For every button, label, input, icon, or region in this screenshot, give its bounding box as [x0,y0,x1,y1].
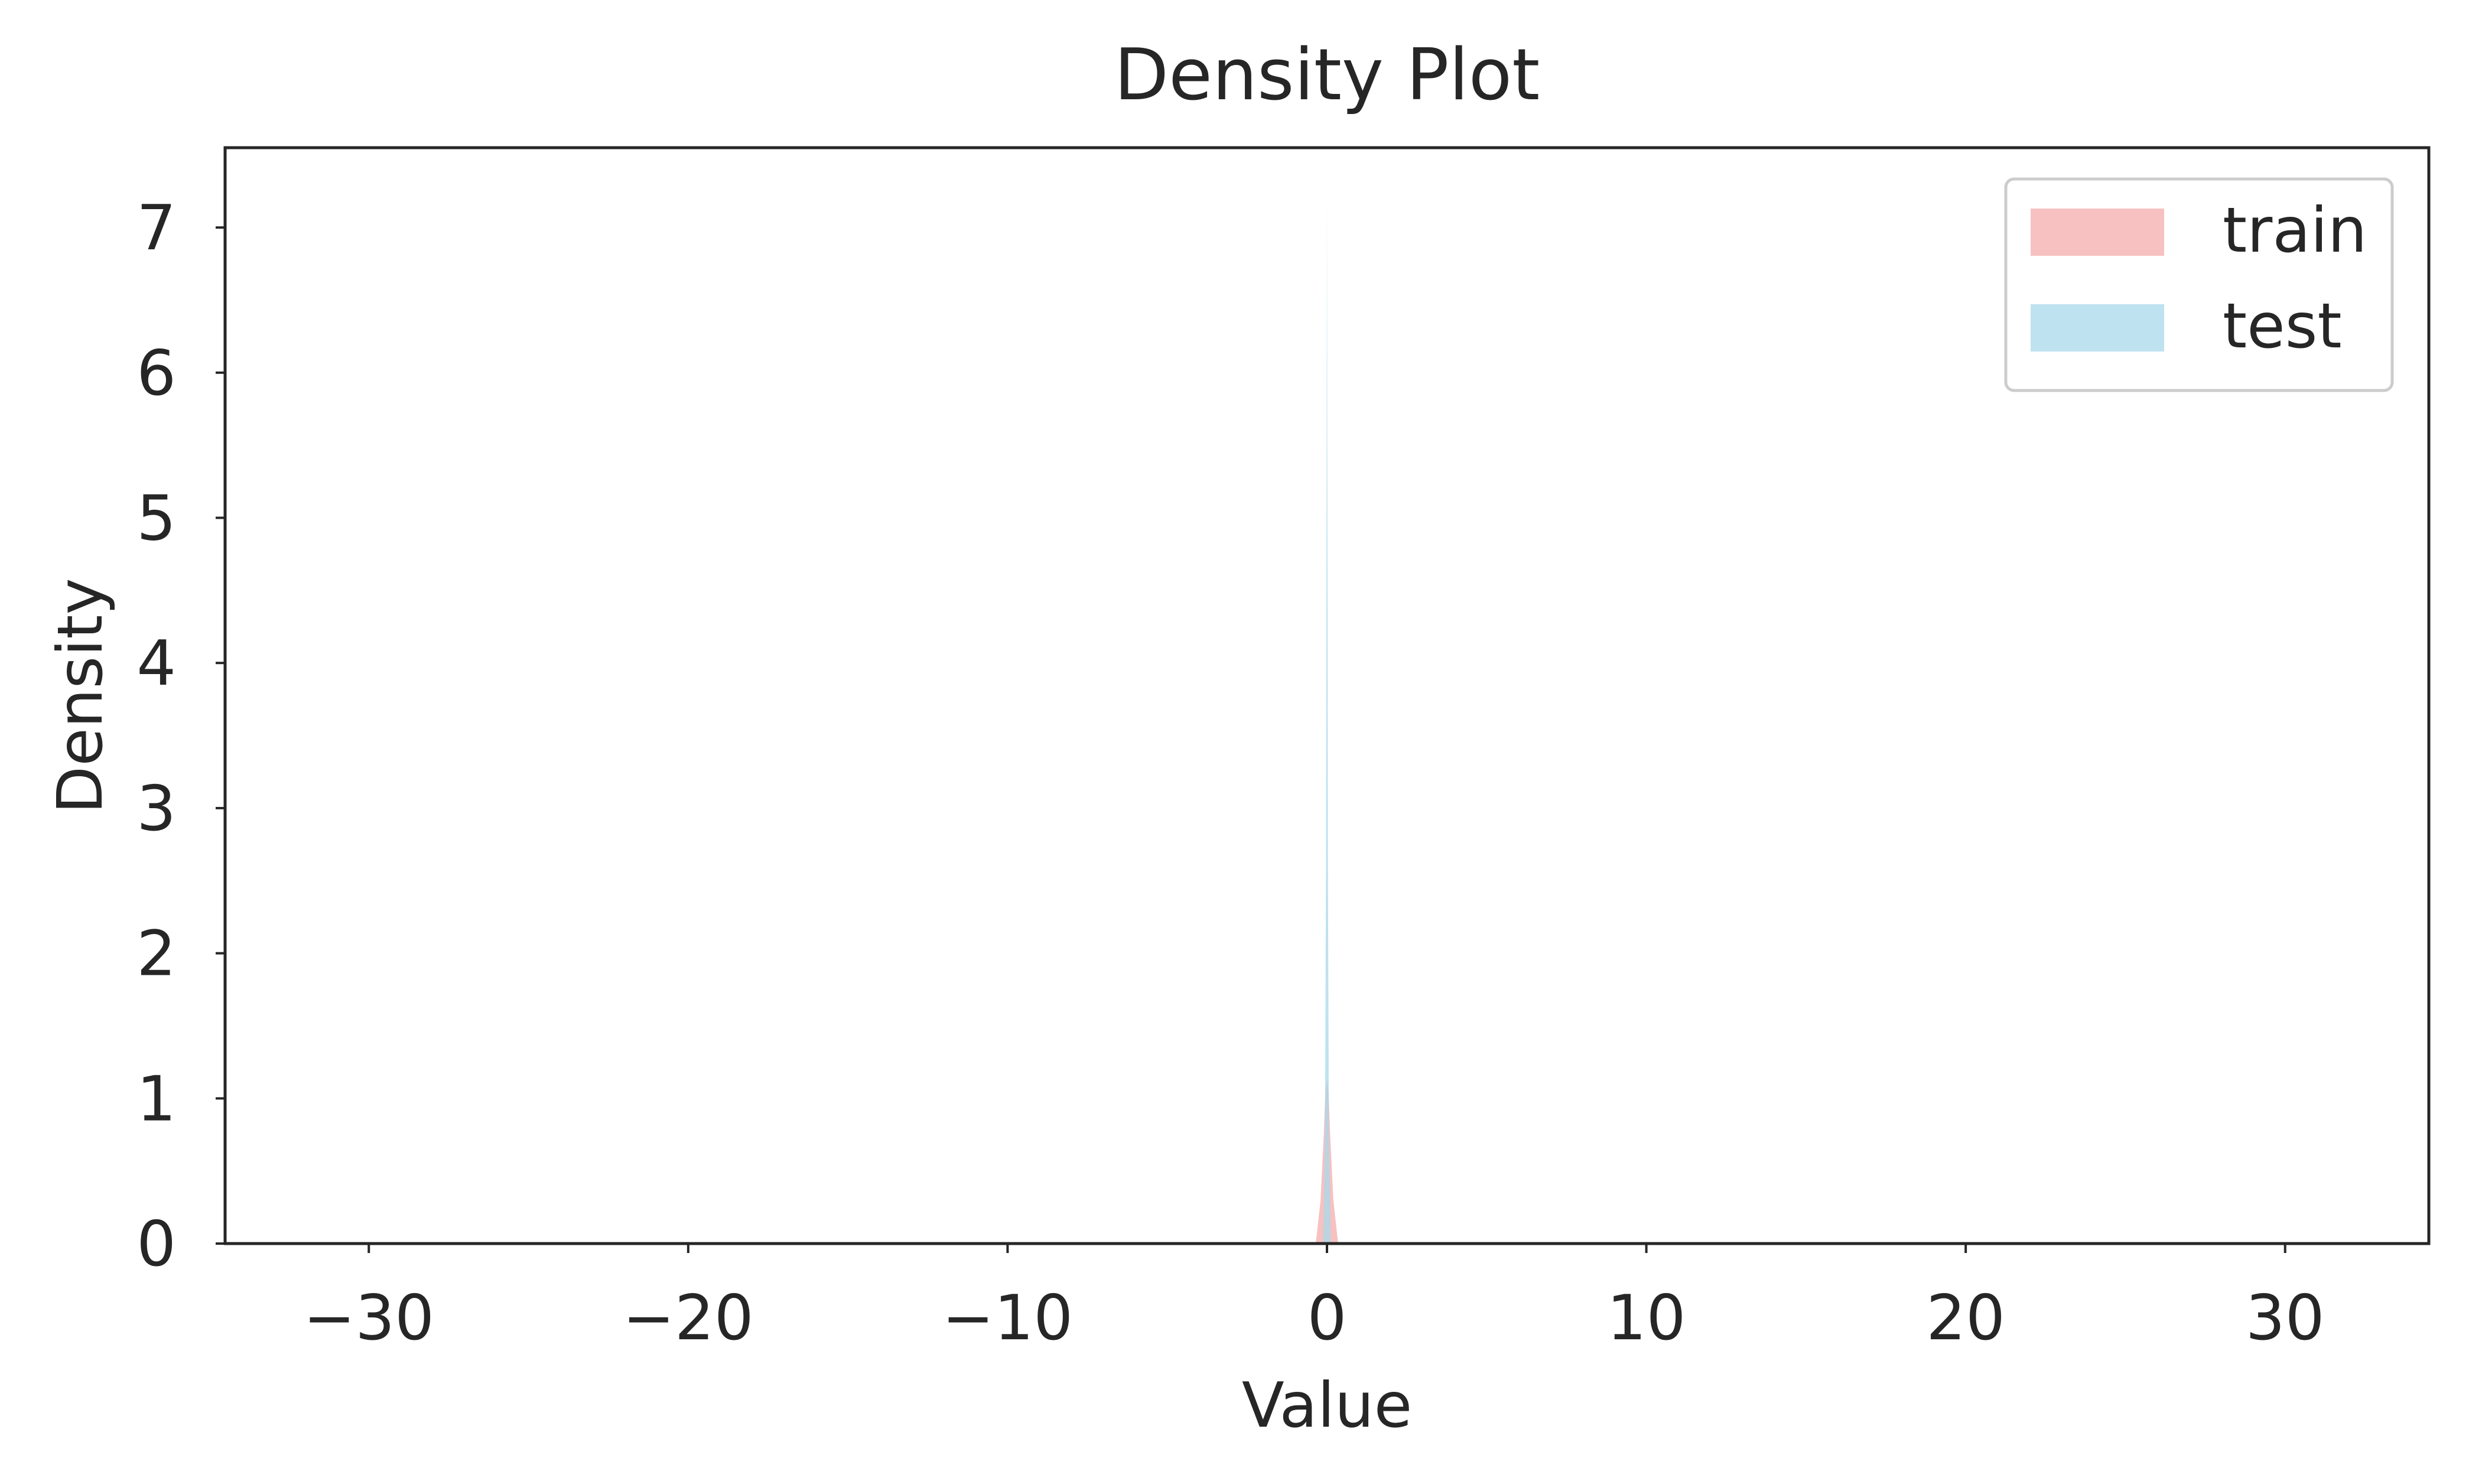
y-tick-label: 5 [136,483,176,555]
y-tick-label: 4 [136,627,176,699]
x-tick-label: −20 [623,1282,754,1354]
chart-title: Density Plot [1114,34,1540,116]
y-tick-label: 3 [136,773,176,845]
legend: train test [2004,177,2394,392]
x-tick-label: 0 [1307,1282,1347,1354]
x-tick-label: −10 [942,1282,1074,1354]
density-area-test [1323,198,1331,1244]
legend-label-train: train [2223,194,2367,266]
y-axis-label: Density [44,578,116,813]
x-axis-ticks: −30 −20 −10 0 10 20 30 [303,1244,2325,1354]
y-tick-label: 6 [136,337,176,409]
y-tick-label: 0 [136,1208,176,1280]
x-tick-label: −30 [303,1282,434,1354]
series-layer [1316,198,1338,1244]
y-tick-label: 1 [136,1063,176,1135]
x-axis-label: Value [1242,1369,1412,1441]
x-tick-label: 10 [1607,1282,1686,1354]
y-tick-label: 2 [136,918,176,990]
y-tick-label: 7 [136,192,176,264]
x-tick-label: 30 [2246,1282,2325,1354]
legend-swatch-train [2031,209,2164,256]
y-axis-ticks: 0 1 2 3 4 5 6 7 [136,192,225,1280]
legend-label-test: test [2223,290,2342,362]
x-tick-label: 20 [1926,1282,2005,1354]
legend-swatch-test [2031,304,2164,352]
